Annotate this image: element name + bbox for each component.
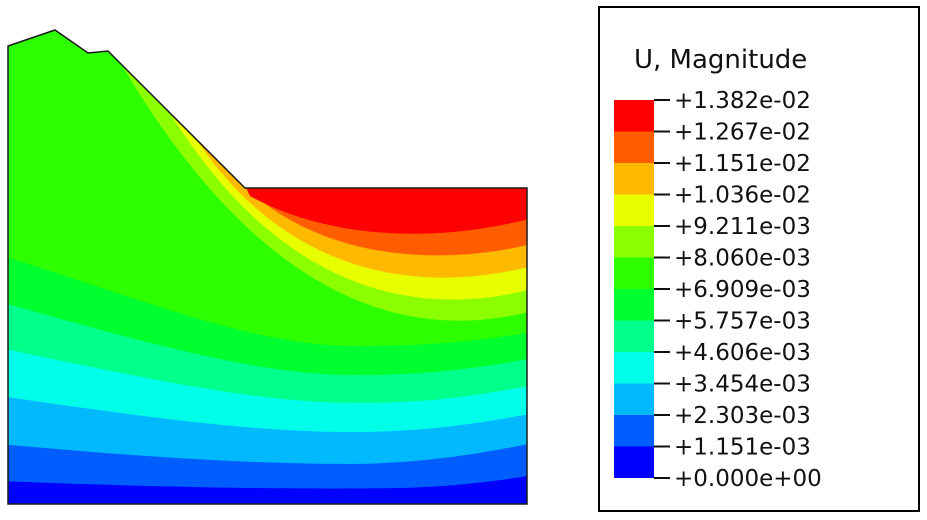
- legend-swatch: [614, 415, 654, 447]
- legend-swatch: [614, 320, 654, 352]
- legend-scale: +1.382e-02 +1.267e-02 +1.151e-02 +1.036e-02…: [614, 88, 822, 492]
- legend: U, Magnitude +1.382e-02 +1.267e-02 +1.151e…: [598, 6, 920, 512]
- legend-swatch: [614, 100, 654, 132]
- legend-value-label: +0.000e+00: [674, 466, 822, 492]
- legend-value-label: +1.382e-02: [674, 88, 811, 114]
- legend-title: U, Magnitude: [634, 45, 807, 75]
- legend-swatch: [614, 226, 654, 258]
- model-outline: [7, 29, 528, 505]
- contour-bands: [8, 30, 527, 504]
- legend-value-label: +1.267e-02: [674, 120, 811, 146]
- legend-value-label: +3.454e-03: [674, 372, 811, 398]
- legend-value-label: +1.151e-03: [674, 435, 811, 461]
- legend-value-label: +2.303e-03: [674, 403, 811, 429]
- legend-swatch: [614, 131, 654, 163]
- legend-value-label: +1.151e-02: [674, 151, 811, 177]
- legend-swatch: [614, 289, 654, 321]
- legend-content: U, Magnitude +1.382e-02 +1.267e-02 +1.151e…: [614, 45, 822, 492]
- legend-value-label: +6.909e-03: [674, 277, 811, 303]
- legend-swatch: [614, 163, 654, 195]
- legend-value-label: +9.211e-03: [674, 214, 811, 240]
- legend-swatch: [614, 383, 654, 415]
- legend-value-label: +5.757e-03: [674, 309, 811, 335]
- legend-swatch: [614, 352, 654, 384]
- legend-swatch: [614, 446, 654, 478]
- legend-value-label: +4.606e-03: [674, 340, 811, 366]
- legend-value-label: +8.060e-03: [674, 246, 811, 272]
- legend-value-label: +1.036e-02: [674, 183, 811, 209]
- contour-plot: [7, 29, 528, 505]
- legend-swatch: [614, 194, 654, 226]
- legend-swatch: [614, 257, 654, 289]
